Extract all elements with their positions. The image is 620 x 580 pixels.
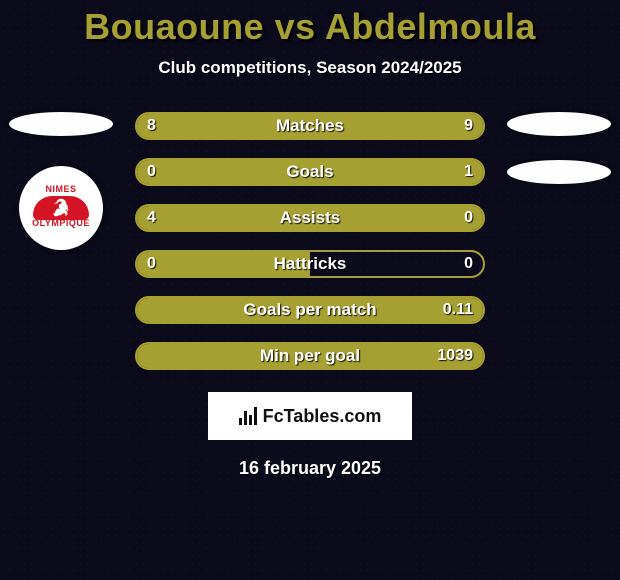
logo-bar <box>239 418 242 425</box>
stat-row: Matches8 9 <box>135 112 485 140</box>
stat-row: Goals per match0.11 <box>135 296 485 324</box>
player-photo-placeholder-right-2 <box>507 160 611 184</box>
stat-value-left: 4 <box>147 206 156 230</box>
right-player-column <box>504 112 614 184</box>
stat-row: Hattricks0 0 <box>135 250 485 278</box>
left-player-column: NIMES OLYMPIQUE <box>6 112 116 250</box>
club-badge-text-top: NIMES <box>45 184 76 194</box>
club-badge-text-bottom: OLYMPIQUE <box>32 218 90 228</box>
stat-bars-container: Matches89Goals01Assists40Hattricks00Goal… <box>135 112 485 370</box>
brand-text: FcTables.com <box>263 406 382 427</box>
subtitle: Club competitions, Season 2024/2025 <box>0 58 620 78</box>
brand-box: FcTables.com <box>208 392 412 440</box>
date-line: 16 february 2025 <box>0 458 620 479</box>
page-title: Bouaoune vs Abdelmoula <box>0 0 620 48</box>
stat-label: Matches <box>137 114 483 138</box>
stat-value-left: 0 <box>147 160 156 184</box>
stat-row: Goals0 1 <box>135 158 485 186</box>
stat-value-right: 0 <box>464 206 473 230</box>
stat-value-left: 0 <box>147 252 156 276</box>
content-root: Bouaoune vs Abdelmoula Club competitions… <box>0 0 620 479</box>
club-badge-left: NIMES OLYMPIQUE <box>19 166 103 250</box>
stat-label: Min per goal <box>137 344 483 368</box>
stat-value-right: 0.11 <box>443 298 473 322</box>
stat-label: Assists <box>137 206 483 230</box>
stat-value-left: 8 <box>147 114 156 138</box>
stat-value-right: 1 <box>464 160 473 184</box>
stat-row: Min per goal1039 <box>135 342 485 370</box>
stat-label: Goals <box>137 160 483 184</box>
stat-label: Hattricks <box>137 252 483 276</box>
stat-label: Goals per match <box>137 298 483 322</box>
stat-row: Assists4 0 <box>135 204 485 232</box>
logo-bar <box>244 411 247 425</box>
logo-bar <box>254 407 257 425</box>
stat-value-right: 0 <box>464 252 473 276</box>
stats-area: NIMES OLYMPIQUE Matches89Goals01Assists4… <box>0 112 620 370</box>
stat-value-right: 1039 <box>437 344 473 368</box>
player-photo-placeholder-left <box>9 112 113 136</box>
crocodile-icon <box>33 196 89 220</box>
stat-value-right: 9 <box>464 114 473 138</box>
logo-bar <box>249 415 252 425</box>
bars-logo-icon <box>239 407 257 425</box>
player-photo-placeholder-right-1 <box>507 112 611 136</box>
